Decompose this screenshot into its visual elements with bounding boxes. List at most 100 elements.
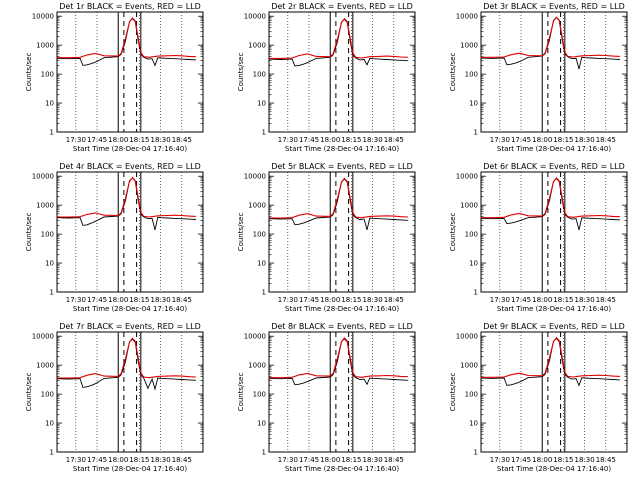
x-tick-label: 17:30 [490, 296, 510, 304]
y-tick-label: 1 [262, 289, 266, 297]
y-tick-label: 1000 [248, 202, 266, 210]
x-tick-label: 18:00 [108, 136, 128, 144]
y-tick-label: 1000 [460, 42, 478, 50]
x-tick-label: 17:30 [278, 136, 298, 144]
series-events-line [480, 16, 620, 70]
x-axis-label: Start Time (28-Dec-04 17:16:40) [285, 305, 399, 313]
x-tick-label: 18:45 [596, 456, 616, 464]
y-tick-label: 10 [257, 100, 266, 108]
x-axis-label: Start Time (28-Dec-04 17:16:40) [73, 465, 187, 473]
series-events-line [268, 178, 408, 231]
y-tick-label: 10 [45, 260, 54, 268]
x-tick-label: 18:45 [596, 296, 616, 304]
x-tick-label: 17:45 [87, 296, 107, 304]
x-tick-label: 18:45 [384, 456, 404, 464]
y-tick-label: 10 [469, 100, 478, 108]
y-axis-label: Counts/sec [25, 53, 33, 92]
x-tick-label: 18:15 [341, 296, 361, 304]
panel-title: Det 6r BLACK = Events, RED = LLD [483, 162, 625, 171]
y-tick-label: 10000 [32, 173, 54, 181]
x-tick-label: 18:15 [129, 296, 149, 304]
plot-frame [480, 171, 628, 293]
panel-title: Det 9r BLACK = Events, RED = LLD [483, 322, 625, 331]
y-tick-label: 10 [45, 100, 54, 108]
x-axis-label: Start Time (28-Dec-04 17:16:40) [73, 145, 187, 153]
x-tick-label: 17:30 [66, 136, 86, 144]
y-tick-label: 100 [253, 391, 266, 399]
y-axis-label: Counts/sec [25, 213, 33, 252]
y-tick-label: 10000 [456, 173, 478, 181]
series-lld-line [57, 17, 196, 59]
x-tick-label: 18:45 [596, 136, 616, 144]
y-tick-label: 1 [50, 289, 54, 297]
series-lld-line [57, 337, 196, 379]
y-tick-label: 1000 [36, 202, 54, 210]
x-tick-label: 18:15 [553, 456, 573, 464]
detector-panel-1: Det 1r BLACK = Events, RED = LLD 1 10 100 10… [25, 2, 204, 153]
panel-title: Det 8r BLACK = Events, RED = LLD [271, 322, 413, 331]
x-tick-label: 18:15 [553, 136, 573, 144]
series-events-line [56, 338, 196, 391]
detector-panel-5: Det 5r BLACK = Events, RED = LLD 1 10 100 10… [237, 162, 416, 313]
panel-title: Det 3r BLACK = Events, RED = LLD [483, 2, 625, 11]
y-tick-label: 10 [257, 260, 266, 268]
series-lld-line [481, 336, 620, 378]
series-events-line [268, 18, 408, 67]
series-lld-line [269, 17, 408, 59]
y-tick-label: 100 [253, 71, 266, 79]
x-axis-label: Start Time (28-Dec-04 17:16:40) [497, 465, 611, 473]
x-tick-label: 18:00 [532, 296, 552, 304]
x-tick-label: 17:45 [511, 456, 531, 464]
y-tick-label: 10000 [244, 173, 266, 181]
x-tick-label: 17:30 [66, 456, 86, 464]
x-tick-label: 17:45 [87, 456, 107, 464]
y-tick-label: 1 [50, 129, 54, 137]
series-lld-line [481, 16, 620, 58]
series-lld-line [269, 177, 408, 219]
series-lld-line [481, 177, 620, 219]
x-tick-label: 18:45 [172, 296, 192, 304]
x-tick-label: 18:00 [108, 296, 128, 304]
y-tick-label: 100 [41, 231, 54, 239]
detector-panel-9: Det 9r BLACK = Events, RED = LLD 1 10 100 10… [449, 322, 628, 473]
y-tick-label: 1000 [460, 202, 478, 210]
y-axis-label: Counts/sec [449, 373, 457, 412]
x-tick-label: 18:15 [553, 296, 573, 304]
panel-title: Det 1r BLACK = Events, RED = LLD [59, 2, 201, 11]
y-tick-label: 1000 [248, 362, 266, 370]
x-tick-label: 18:00 [532, 136, 552, 144]
y-tick-label: 100 [41, 71, 54, 79]
series-lld-line [269, 337, 408, 379]
y-axis-label: Counts/sec [449, 53, 457, 92]
plot-frame [480, 11, 628, 133]
panel-title: Det 7r BLACK = Events, RED = LLD [59, 322, 201, 331]
x-axis-label: Start Time (28-Dec-04 17:16:40) [73, 305, 187, 313]
y-tick-label: 1000 [36, 362, 54, 370]
x-tick-label: 17:30 [278, 456, 298, 464]
x-tick-label: 18:15 [341, 136, 361, 144]
x-axis-label: Start Time (28-Dec-04 17:16:40) [497, 305, 611, 313]
x-tick-label: 17:30 [490, 136, 510, 144]
y-tick-label: 1 [262, 129, 266, 137]
y-tick-label: 100 [465, 391, 478, 399]
y-axis-label: Counts/sec [237, 53, 245, 92]
y-axis-label: Counts/sec [449, 213, 457, 252]
y-tick-label: 10000 [32, 333, 54, 341]
plot-frame [480, 331, 628, 453]
plot-frame [56, 11, 204, 133]
y-tick-label: 1 [262, 449, 266, 457]
x-tick-label: 18:30 [575, 456, 595, 464]
series-events-line [56, 18, 196, 67]
x-tick-label: 17:30 [278, 296, 298, 304]
x-tick-label: 18:00 [532, 456, 552, 464]
x-axis-label: Start Time (28-Dec-04 17:16:40) [497, 145, 611, 153]
series-events-line [56, 177, 196, 231]
x-tick-label: 18:30 [575, 296, 595, 304]
x-axis-label: Start Time (28-Dec-04 17:16:40) [285, 145, 399, 153]
y-tick-label: 10000 [244, 13, 266, 21]
x-tick-label: 18:00 [320, 136, 340, 144]
x-tick-label: 18:45 [172, 136, 192, 144]
x-tick-label: 18:30 [151, 136, 171, 144]
y-tick-label: 100 [41, 391, 54, 399]
